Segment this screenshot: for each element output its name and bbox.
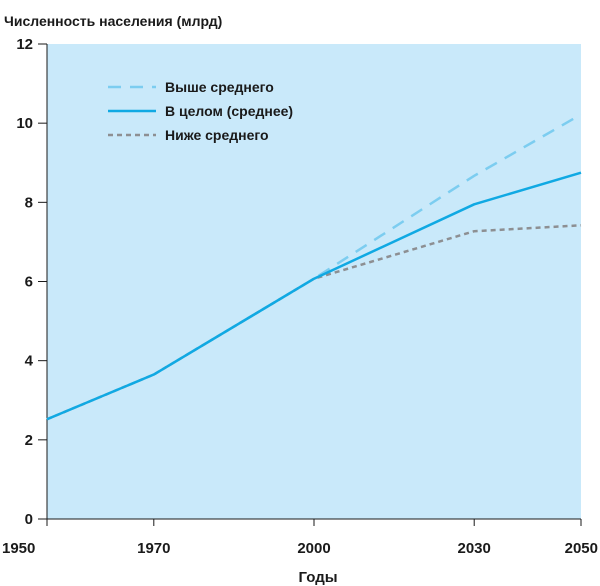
series-line (46, 224, 582, 421)
plot-background (47, 44, 581, 519)
x-axis-ticks: 1950 1970 2000 2030 2050 (2, 519, 598, 557)
y-tick-label: 2 (25, 432, 33, 449)
y-tick-label: 0 (25, 511, 33, 528)
y-tick-label: 10 (16, 115, 33, 132)
legend-label: В целом (среднее) (165, 103, 293, 119)
y-tick-label: 12 (16, 36, 33, 53)
y-tick-label: 8 (25, 194, 33, 211)
series-lines (46, 113, 582, 421)
legend-label: Выше среднего (165, 79, 274, 95)
x-tick-label: 2030 (458, 540, 491, 557)
y-axis-label: Численность населения (млрд) (4, 13, 222, 29)
legend: Выше среднего В целом (среднее) Ниже средн… (108, 79, 293, 143)
x-tick-label: 2050 (565, 540, 598, 557)
y-axis-ticks: 0 2 4 6 8 10 12 (16, 36, 47, 528)
y-tick-label: 6 (25, 274, 33, 291)
x-axis-label: Годы (298, 569, 337, 586)
x-tick-label: 1950 (2, 540, 35, 557)
x-tick-label: 1970 (137, 540, 170, 557)
legend-label: Ниже среднего (165, 127, 269, 143)
series-line (46, 171, 582, 421)
y-tick-label: 4 (25, 353, 34, 370)
x-tick-label: 2000 (297, 540, 330, 557)
